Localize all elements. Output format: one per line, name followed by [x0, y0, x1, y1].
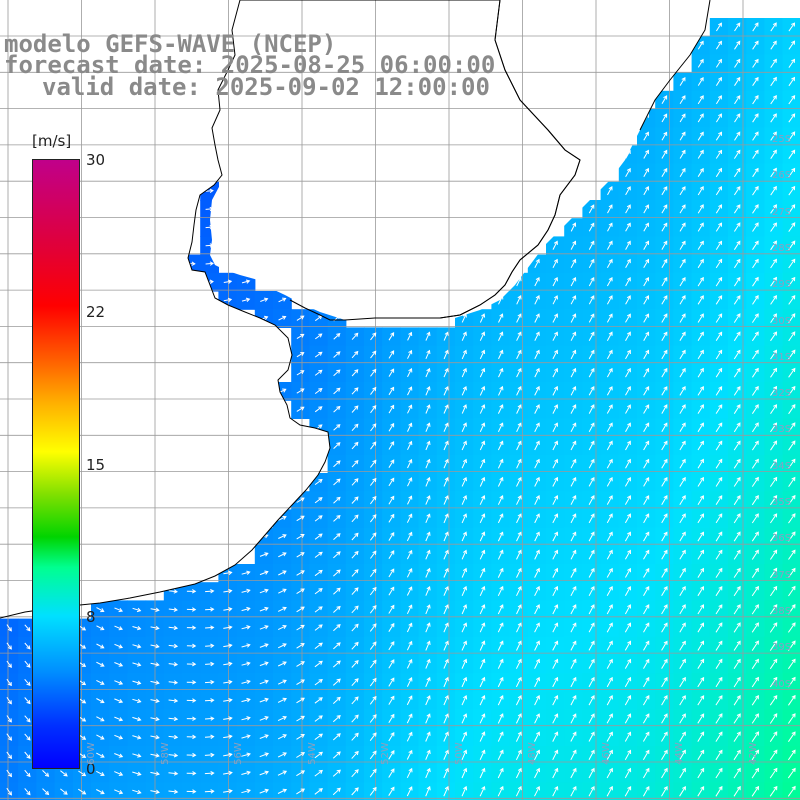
- colorbar-tick-30: 30: [86, 151, 106, 169]
- lon-label: 44W: [673, 742, 685, 765]
- valid-date: valid date: 2025-09-02 12:00:00: [42, 73, 490, 101]
- lat-label: 27S: [772, 206, 792, 218]
- lat-label: 31S: [772, 351, 792, 363]
- lat-label: 28S: [772, 242, 792, 254]
- lat-label: 33S: [772, 424, 792, 436]
- lon-label: 56W: [232, 742, 244, 765]
- model-title: modelo GEFS-WAVE (NCEP): [4, 30, 337, 58]
- lon-label: 52W: [379, 742, 391, 765]
- colorbar: [32, 159, 80, 769]
- land-mass: [0, 0, 710, 618]
- lat-label: 30S: [772, 315, 792, 327]
- lat-label: 32S: [772, 388, 792, 400]
- lat-label: 40S: [772, 678, 792, 690]
- lat-label: 26S: [772, 170, 792, 182]
- lon-label: 60W: [85, 742, 97, 765]
- lon-label: 58W: [159, 742, 171, 765]
- forecast-date: forecast date: 2025-08-25 06:00:00: [4, 51, 496, 79]
- colorbar-unit: [m/s]: [32, 132, 72, 150]
- colorbar-tick-22: 22: [86, 303, 106, 321]
- colorbar-tick-8: 8: [86, 608, 96, 626]
- coastline: [0, 0, 711, 619]
- colorbar-tick-15: 15: [86, 456, 106, 474]
- lon-label: 54W: [306, 742, 318, 765]
- lat-label: 37S: [772, 569, 792, 581]
- lat-label: 29S: [772, 279, 792, 291]
- wind-arrows: [6, 22, 796, 797]
- colorbar-tick-0: 0: [86, 760, 96, 778]
- lon-label: 42W: [747, 742, 759, 765]
- lat-label: 25S: [772, 134, 792, 145]
- lat-label: 36S: [772, 533, 792, 545]
- lon-label: 48W: [526, 742, 538, 765]
- lat-label: 35S: [772, 497, 792, 508]
- lat-label: 34S: [772, 460, 792, 472]
- lon-label: 46W: [600, 742, 612, 765]
- lat-label: 38S: [772, 605, 792, 617]
- lon-label: 50W: [453, 742, 465, 765]
- lat-label: 39S: [772, 642, 792, 654]
